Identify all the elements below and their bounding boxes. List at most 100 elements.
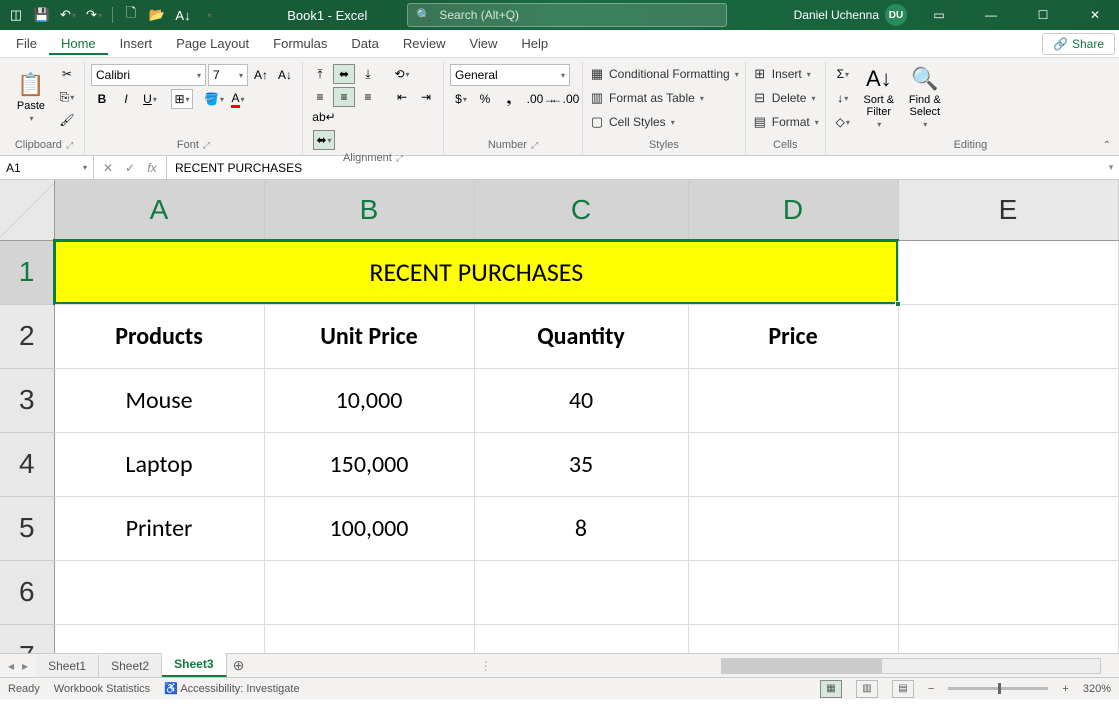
find-select-button[interactable]: 🔍 Find & Select▾ — [904, 64, 946, 130]
column-header[interactable]: C — [474, 180, 688, 240]
select-all-corner[interactable] — [0, 180, 54, 240]
align-top-icon[interactable]: ⤒ — [309, 64, 331, 84]
menu-help[interactable]: Help — [509, 32, 560, 55]
cell[interactable]: 150,000 — [264, 432, 474, 496]
cell[interactable] — [688, 496, 898, 560]
alignment-launcher-icon[interactable]: ⤢ — [396, 153, 403, 164]
row-header[interactable]: 5 — [0, 496, 54, 560]
column-header[interactable]: B — [264, 180, 474, 240]
header-cell[interactable]: Products — [54, 304, 264, 368]
cell[interactable]: 35 — [474, 432, 688, 496]
align-center-icon[interactable]: ≡ — [333, 87, 355, 107]
save-icon[interactable]: 💾 — [30, 3, 54, 27]
comma-format-icon[interactable]: ❟ — [498, 89, 520, 109]
autosave-icon[interactable]: ◫ — [4, 3, 28, 27]
cell[interactable]: 8 — [474, 496, 688, 560]
sort-asc-icon[interactable]: A↓ — [171, 3, 195, 27]
number-format-combo[interactable]: General▾ — [450, 64, 570, 86]
menu-formulas[interactable]: Formulas — [261, 32, 339, 55]
fill-color-button[interactable]: 🪣▾ — [203, 89, 225, 109]
horizontal-scrollbar[interactable] — [721, 658, 1101, 674]
menu-file[interactable]: File — [4, 32, 49, 55]
menu-data[interactable]: Data — [339, 32, 390, 55]
close-icon[interactable]: ✕ — [1075, 0, 1115, 30]
format-painter-icon[interactable]: 🖌 — [56, 110, 78, 130]
orientation-icon[interactable]: ⟲▾ — [391, 64, 413, 84]
cell[interactable] — [264, 560, 474, 624]
zoom-out-icon[interactable]: − — [928, 683, 934, 695]
header-cell[interactable]: Quantity — [474, 304, 688, 368]
cell[interactable] — [898, 496, 1118, 560]
autosum-icon[interactable]: Σ▾ — [832, 64, 854, 84]
expand-formula-bar-icon[interactable]: ▾ — [1103, 162, 1119, 173]
decrease-decimal-icon[interactable]: ←.00 — [554, 89, 576, 109]
clear-icon[interactable]: ◇▾ — [832, 112, 854, 132]
cell[interactable]: 100,000 — [264, 496, 474, 560]
cell[interactable] — [54, 560, 264, 624]
cell[interactable]: 40 — [474, 368, 688, 432]
new-icon[interactable]: 🗋 — [119, 3, 143, 27]
cut-icon[interactable]: ✂ — [56, 64, 78, 84]
merged-title-cell[interactable]: RECENT PURCHASES — [54, 240, 898, 304]
column-header[interactable]: A — [54, 180, 264, 240]
user-account[interactable]: Daniel Uchenna DU — [794, 4, 907, 26]
align-middle-icon[interactable]: ⬌ — [333, 64, 355, 84]
sheet-tab[interactable]: Sheet3 — [162, 653, 226, 677]
row-header[interactable]: 6 — [0, 560, 54, 624]
cell[interactable] — [688, 368, 898, 432]
delete-cells-button[interactable]: ⊟Delete▾ — [752, 88, 816, 108]
menu-view[interactable]: View — [457, 32, 509, 55]
menu-page-layout[interactable]: Page Layout — [164, 32, 261, 55]
italic-button[interactable]: I — [115, 89, 137, 109]
search-box[interactable]: 🔍 — [407, 3, 727, 27]
align-left-icon[interactable]: ≡ — [309, 87, 331, 107]
decrease-font-icon[interactable]: A↓ — [274, 65, 296, 85]
zoom-slider[interactable] — [948, 687, 1048, 690]
decrease-indent-icon[interactable]: ⇤ — [391, 87, 413, 107]
insert-function-icon[interactable]: fx — [142, 158, 162, 178]
zoom-level[interactable]: 320% — [1083, 683, 1111, 695]
sheet-nav-prev-icon[interactable]: ◂ — [8, 659, 14, 673]
align-bottom-icon[interactable]: ⤓ — [357, 64, 379, 84]
header-cell[interactable]: Unit Price — [264, 304, 474, 368]
sheet-tab[interactable]: Sheet1 — [36, 655, 99, 677]
row-header[interactable]: 1 — [0, 240, 54, 304]
font-family-combo[interactable]: Calibri▾ — [91, 64, 206, 86]
cell[interactable] — [898, 624, 1118, 653]
percent-format-icon[interactable]: % — [474, 89, 496, 109]
number-launcher-icon[interactable]: ⤢ — [531, 140, 538, 151]
column-header[interactable]: D — [688, 180, 898, 240]
format-as-table-button[interactable]: ▥Format as Table▾ — [589, 88, 704, 108]
font-launcher-icon[interactable]: ⤢ — [203, 140, 210, 151]
formula-input[interactable]: RECENT PURCHASES — [167, 161, 1103, 175]
conditional-formatting-button[interactable]: ▦Conditional Formatting▾ — [589, 64, 739, 84]
ribbon-display-icon[interactable]: ▭ — [919, 0, 959, 30]
increase-font-icon[interactable]: A↑ — [250, 65, 272, 85]
search-input[interactable] — [439, 8, 718, 22]
collapse-ribbon-icon[interactable]: ⌃ — [1103, 140, 1111, 151]
insert-cells-button[interactable]: ⊞Insert▾ — [752, 64, 811, 84]
row-header[interactable]: 7 — [0, 624, 54, 653]
row-header[interactable]: 3 — [0, 368, 54, 432]
increase-decimal-icon[interactable]: .00→ — [530, 89, 552, 109]
maximize-icon[interactable]: ☐ — [1023, 0, 1063, 30]
column-header[interactable]: E — [898, 180, 1118, 240]
page-layout-view-icon[interactable]: ▥ — [856, 680, 878, 698]
accessibility-status[interactable]: ♿ Accessibility: Investigate — [164, 682, 299, 695]
cell[interactable] — [688, 624, 898, 653]
cell[interactable] — [264, 624, 474, 653]
cell[interactable] — [688, 560, 898, 624]
cell[interactable] — [898, 368, 1118, 432]
add-sheet-button[interactable]: ⊕ — [227, 657, 251, 674]
normal-view-icon[interactable]: ▦ — [820, 680, 842, 698]
cell[interactable]: Laptop — [54, 432, 264, 496]
cell[interactable] — [898, 304, 1118, 368]
sheet-nav-next-icon[interactable]: ▸ — [22, 659, 28, 673]
menu-insert[interactable]: Insert — [108, 32, 165, 55]
fill-icon[interactable]: ↓▾ — [832, 88, 854, 108]
menu-review[interactable]: Review — [391, 32, 458, 55]
cell[interactable]: Printer — [54, 496, 264, 560]
cell[interactable] — [688, 432, 898, 496]
qat-customize-icon[interactable]: ▾ — [197, 3, 221, 27]
cell[interactable] — [54, 624, 264, 653]
